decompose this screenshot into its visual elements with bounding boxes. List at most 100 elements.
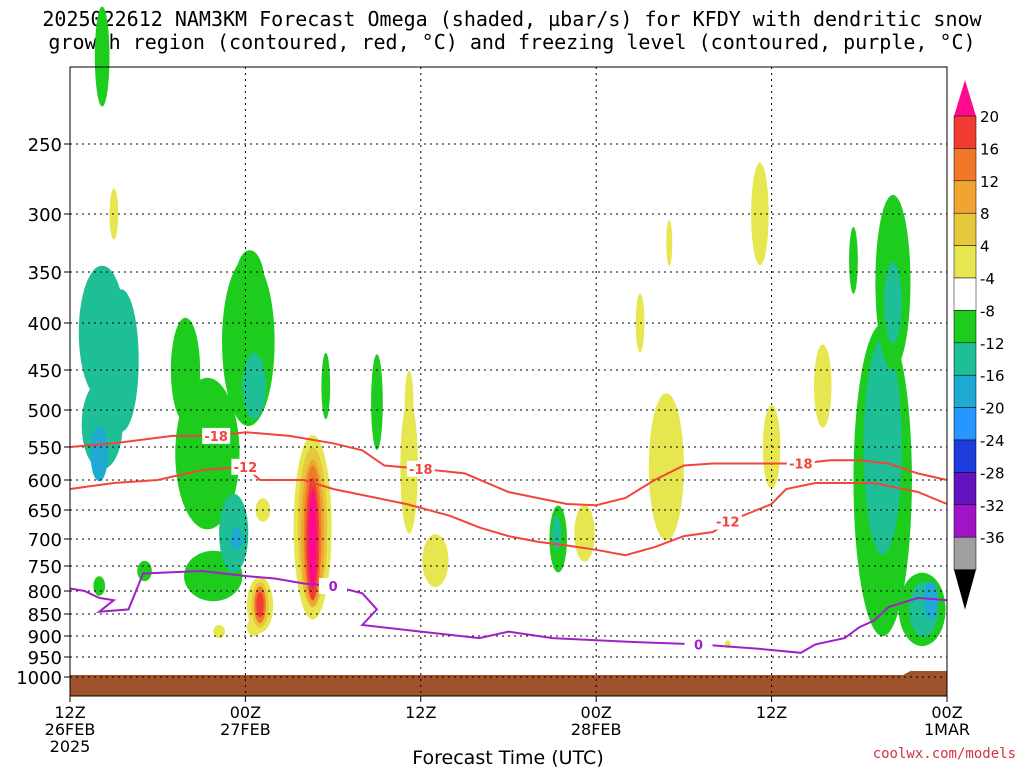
contour-label: 0 (329, 580, 338, 595)
colorbar-segment (953, 374, 977, 408)
contour-label-bg (406, 460, 435, 477)
colorbar-label: -12 (980, 335, 1005, 353)
y-tick-label: 300 (28, 205, 62, 226)
x-tick-label: 12Z (756, 703, 787, 722)
colorbar: 20 16 12 8 4 -4 -8 -12 -16 -20 -24 -28 -32 -36 (953, 80, 1005, 610)
contour-label-bg (231, 458, 260, 475)
y-tick-label: 500 (28, 401, 62, 422)
omega-shading-layer (78, 6, 946, 649)
colorbar-label: -24 (980, 432, 1005, 450)
omega-blob (90, 426, 109, 482)
colorbar-segment (953, 472, 977, 506)
colorbar-segment (953, 310, 977, 344)
colorbar-segment (953, 148, 977, 182)
y-axis: 2503003504004505005506006507007508008509… (16, 135, 70, 689)
x-tick-label: 00Z (230, 703, 261, 722)
y-tick-label: 750 (28, 557, 62, 578)
omega-blob (552, 516, 562, 551)
omega-blob (213, 625, 225, 639)
x-tick-label: 12Z (54, 703, 85, 722)
omega-blob (863, 339, 902, 555)
y-tick-label: 950 (28, 648, 62, 669)
contour-label: -18 (204, 430, 228, 445)
colorbar-segment (953, 439, 977, 473)
colorbar-label: 20 (980, 108, 999, 126)
y-tick-label: 250 (28, 135, 62, 156)
omega-blob (321, 352, 331, 420)
y-tick-label: 850 (28, 605, 62, 626)
y-tick-label: 450 (28, 361, 62, 382)
colorbar-segment (953, 536, 977, 570)
contour-label-bg (684, 636, 713, 653)
contour-label: -18 (409, 463, 433, 478)
contour-label-bg (319, 578, 348, 594)
omega-blob (256, 592, 264, 618)
colorbar-cap-top (954, 80, 976, 116)
x-tick-label: 28FEB (571, 720, 622, 739)
x-tick-label: 2025 (50, 737, 91, 756)
plot-frame (69, 66, 948, 697)
y-tick-label: 900 (28, 627, 62, 648)
x-tick-label: 12Z (405, 703, 436, 722)
ground-fill (70, 671, 947, 696)
contour-layer: -18 -18 -18 -12 -12 0 0 (69, 427, 948, 654)
omega-blob (813, 344, 832, 428)
y-tick-label: 700 (28, 530, 62, 551)
contour-label: -12 (716, 516, 740, 531)
y-tick-label: 550 (28, 438, 62, 459)
omega-blob (422, 534, 449, 587)
omega-blob (849, 227, 858, 294)
colorbar-segment (953, 212, 977, 246)
colorbar-segment (953, 277, 977, 311)
contour-line-temperature (69, 465, 948, 557)
y-tick-label: 600 (28, 471, 62, 492)
contour-line-freezing (69, 569, 948, 654)
omega-blob (574, 504, 595, 562)
colorbar-cap-bottom (954, 569, 976, 610)
colorbar-label: -32 (980, 497, 1005, 515)
y-tick-label: 350 (28, 263, 62, 284)
x-tick-label: 00Z (581, 703, 612, 722)
omega-blob (648, 393, 684, 541)
contour-label-bg (713, 513, 742, 530)
ground-layer (70, 671, 947, 696)
contour-label-bg (786, 455, 815, 472)
omega-blob (103, 289, 139, 432)
watermark-link[interactable]: coolwx.com/models (872, 746, 1016, 762)
colorbar-label: 4 (980, 238, 990, 256)
omega-blob (404, 370, 414, 434)
grid-layer (69, 67, 948, 696)
chart-title-line-1: 2025022612 NAM3KM Forecast Omega (shaded… (42, 7, 982, 31)
colorbar-label: -20 (980, 400, 1005, 418)
omega-blob (371, 354, 383, 450)
omega-blob (175, 377, 240, 530)
omega-blob (137, 560, 152, 582)
colorbar-segment (953, 180, 977, 214)
contour-line-temperature (69, 431, 948, 507)
colorbar-segment (953, 407, 977, 441)
omega-blob (242, 352, 266, 420)
y-tick-label: 400 (28, 314, 62, 335)
colorbar-label: 16 (980, 140, 999, 158)
y-tick-label: 800 (28, 582, 62, 603)
colorbar-segment (953, 504, 977, 538)
x-axis-label: Forecast Time (UTC) (412, 747, 603, 768)
colorbar-label: 8 (980, 205, 990, 223)
contour-label: -18 (789, 458, 813, 473)
colorbar-label: -8 (980, 302, 995, 320)
y-tick-label: 1000 (16, 668, 62, 689)
colorbar-label: -16 (980, 367, 1005, 385)
colorbar-label: 12 (980, 173, 999, 191)
omega-blob (235, 250, 265, 315)
omega-blob (308, 489, 318, 589)
omega-blob (94, 6, 110, 107)
omega-blob (751, 162, 769, 266)
x-tick-label: 00Z (931, 703, 962, 722)
x-tick-label: 27FEB (220, 720, 271, 739)
x-tick-label: 1MAR (924, 720, 970, 739)
omega-blob (93, 576, 106, 596)
colorbar-segment (953, 342, 977, 376)
colorbar-segment (953, 245, 977, 279)
